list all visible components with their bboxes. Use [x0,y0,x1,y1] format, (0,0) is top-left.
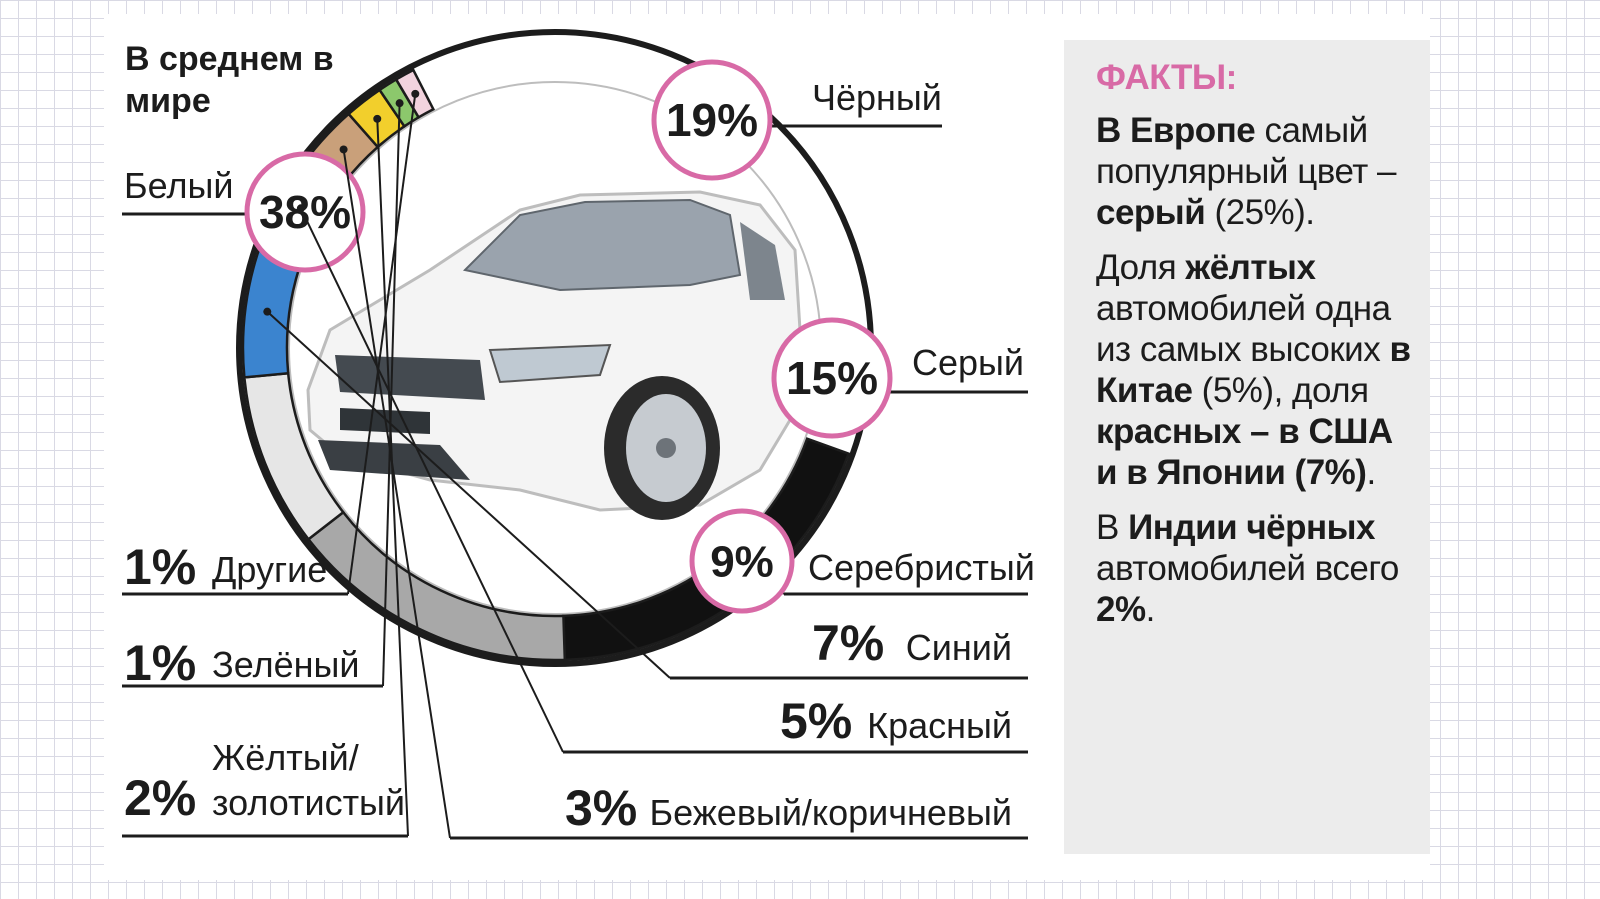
pct-бежевый-коричневый: 3% [565,780,637,836]
pct-красный: 5% [780,693,852,749]
pct-серебристый: 9% [710,537,774,586]
connector-зелёный [382,103,401,687]
fact-yellow-red: Доля жёлтых автомобилей одна из самых вы… [1096,248,1411,492]
pct-жёлтый-золотистый: 2% [124,770,196,826]
dot-другие [411,89,420,98]
connector-бежевый-коричневый [342,149,451,839]
label-синий: Синий [906,627,1012,668]
facts-box: ФАКТЫ: В Европе самый популярный цвет – … [1064,40,1430,854]
fact-europe: В Европе самый популярный цвет – серый (… [1096,111,1396,232]
dot-зелёный [395,99,404,108]
connector-жёлтый-золотистый [376,118,409,837]
label-серебристый: Серебристый [808,547,1035,588]
pct-circle-серый [771,317,893,439]
label-чёрный: Чёрный [812,77,942,118]
label-белый: Белый [124,165,233,206]
label-серый: Серый [912,342,1024,383]
dot-бежевый-коричневый [339,145,348,154]
pct-зелёный: 1% [124,635,196,691]
pct-синий: 7% [812,615,884,671]
dot-синий [263,307,272,316]
pct-белый: 38% [259,186,351,238]
facts-title: ФАКТЫ: [1096,58,1237,97]
pct-circle-белый [244,151,366,273]
pct-чёрный: 19% [666,94,758,146]
dot-жёлтый-золотистый [373,114,382,123]
pct-circle-чёрный [651,59,773,181]
connector-синий [266,310,671,679]
dot-красный [296,204,305,213]
pct-circle-серебристый [689,508,795,614]
pct-серый: 15% [786,352,878,404]
fact-india: В Индии чёрных автомобилей всего 2%. [1096,508,1399,629]
label-красный: Красный [867,705,1012,746]
label-зелёный: Зелёный [212,644,359,685]
connector-другие [347,93,417,595]
label-жёлтый-золотистый: Жёлтый/ [212,737,359,778]
pct-другие: 1% [124,539,196,595]
connector-красный [299,207,564,753]
label-жёлтый-золотистый-line2: золотистый [212,782,405,823]
label-бежевый-коричневый: Бежевый/коричневый [649,792,1012,833]
chart-title: В среднем в мире [125,40,334,120]
chart-labels: 38% Белый 19% Чёрный 15% Серый 9% Серебристый 7%… [122,59,1035,840]
label-другие: Другие [212,549,327,590]
